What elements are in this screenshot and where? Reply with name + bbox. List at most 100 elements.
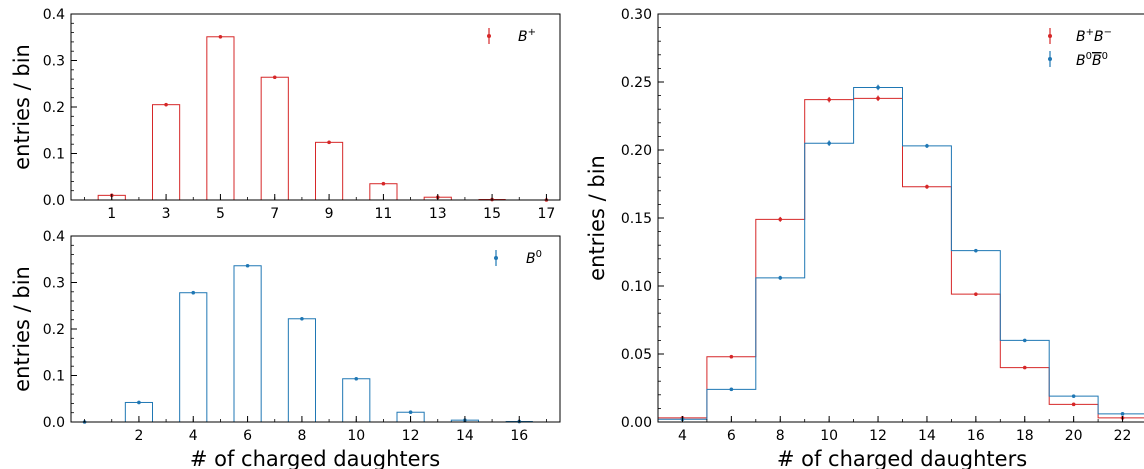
x-tick-label: 6 (243, 428, 252, 444)
x-tick-label: 17 (538, 206, 556, 222)
x-tick-label: 12 (402, 428, 420, 444)
data-point (974, 292, 978, 296)
x-tick-label: 10 (820, 428, 838, 444)
y-tick-label: 0.4 (43, 7, 65, 23)
x-tick-label: 11 (375, 206, 393, 222)
x-tick-label: 3 (162, 206, 171, 222)
legend-label-bpbm: B+B− (1076, 27, 1112, 45)
legend-label-b0b0bar: B0B0 (1076, 51, 1108, 69)
y-tick-label: 0.3 (43, 276, 65, 292)
y-axis-label: entries / bin (585, 155, 609, 281)
x-tick-label: 12 (869, 428, 887, 444)
x-tick-label: 9 (325, 206, 334, 222)
x-axis-label: # of charged daughters (190, 447, 440, 469)
x-tick-label: 22 (1114, 428, 1132, 444)
chart-combined: entries / bin 4 6 8 10 12 14 16 18 20 22 0.00 0.05… (585, 7, 1144, 469)
x-tick-label: 6 (727, 428, 736, 444)
data-point (272, 75, 277, 80)
legend-marker-dot-bplus (487, 34, 491, 38)
data-point (876, 96, 880, 101)
x-tick-label: 2 (134, 428, 143, 444)
y-axis: 0.0 0.1 0.2 0.3 0.4 (43, 229, 77, 431)
y-tick-label: 0.30 (621, 7, 652, 23)
y-tick-label: 0.0 (43, 193, 65, 209)
y-tick-label: 0.1 (43, 369, 65, 385)
data-point (245, 263, 250, 268)
data-point (827, 141, 831, 145)
data-point (1022, 365, 1027, 370)
chart-bzero: entries / bin 2 4 6 8 10 12 14 16 0.00.10.20.30… (10, 229, 561, 469)
x-tick-label: 16 (967, 428, 985, 444)
plot-area (657, 84, 1144, 422)
x-tick-label: 16 (510, 428, 528, 444)
bar (260, 76, 289, 201)
data-point (164, 102, 168, 107)
y-tick-label: 0.2 (43, 100, 65, 116)
plot-frame (657, 13, 1144, 423)
bar (179, 292, 208, 423)
x-axis: 4 6 8 10 12 14 16 18 20 22 (657, 416, 1132, 444)
x-tick-label: 1 (107, 206, 116, 222)
step-line (657, 97, 1144, 422)
y-tick-label: 0.15 (621, 211, 652, 227)
x-tick-label: 4 (678, 428, 687, 444)
data-point (1120, 412, 1125, 416)
plot-area (97, 34, 560, 202)
bar (287, 318, 317, 423)
bar (315, 141, 344, 201)
data-point (1071, 402, 1076, 407)
legend-label-bplus: B+ (518, 27, 536, 45)
y-tick-label: 0.1 (43, 147, 65, 163)
data-point (827, 97, 831, 102)
x-axis-label: # of charged daughters (777, 447, 1027, 469)
data-point (729, 387, 734, 392)
bar (206, 36, 235, 201)
plot-frame (70, 13, 561, 201)
x-tick-label: 4 (189, 428, 198, 444)
data-point (1022, 338, 1027, 343)
data-point (778, 217, 783, 222)
data-point (327, 140, 331, 145)
y-tick-label: 0.10 (621, 279, 652, 295)
legend-marker-dot-bpbm (1048, 34, 1052, 38)
x-tick-label: 14 (918, 428, 936, 444)
x-tick-label: 7 (270, 206, 279, 222)
legend-marker-dot-b0b0bar (1048, 57, 1052, 61)
x-tick-label: 20 (1065, 428, 1083, 444)
x-tick-label: 8 (776, 428, 785, 444)
legend: B+ (487, 27, 536, 45)
legend: B0 (494, 249, 542, 267)
bar (152, 104, 181, 201)
data-point (974, 248, 978, 253)
y-tick-label: 0.00 (621, 415, 652, 431)
y-tick-label: 0.2 (43, 322, 65, 338)
data-point (354, 376, 359, 381)
legend-label-bzero: B0 (526, 249, 542, 267)
x-axis: 1 3 5 7 9 11 13 15 17 (84, 194, 556, 222)
y-tick-label: 0.0 (43, 415, 65, 431)
data-point (925, 144, 929, 148)
step-line (657, 86, 1144, 422)
data-point (408, 410, 413, 415)
data-point (191, 290, 196, 295)
x-tick-label: 15 (483, 206, 501, 222)
plot-area (71, 263, 533, 424)
data-point (1071, 394, 1076, 398)
y-tick-label: 0.3 (43, 54, 65, 70)
x-tick-label: 8 (297, 428, 306, 444)
bar (233, 265, 262, 423)
bar (342, 378, 371, 423)
y-axis: 0.0 0.1 0.2 0.3 0.4 (43, 7, 77, 209)
x-tick-label: 13 (429, 206, 447, 222)
data-point (876, 85, 880, 90)
data-point (137, 400, 141, 405)
x-tick-label: 5 (216, 206, 225, 222)
y-tick-label: 0.20 (621, 143, 652, 159)
y-axis-label: entries / bin (10, 44, 34, 170)
legend-marker-dot-bzero (494, 256, 498, 260)
y-tick-label: 0.05 (621, 347, 652, 363)
y-tick-label: 0.25 (621, 75, 652, 91)
data-point (218, 34, 223, 39)
y-tick-label: 0.4 (43, 229, 65, 245)
